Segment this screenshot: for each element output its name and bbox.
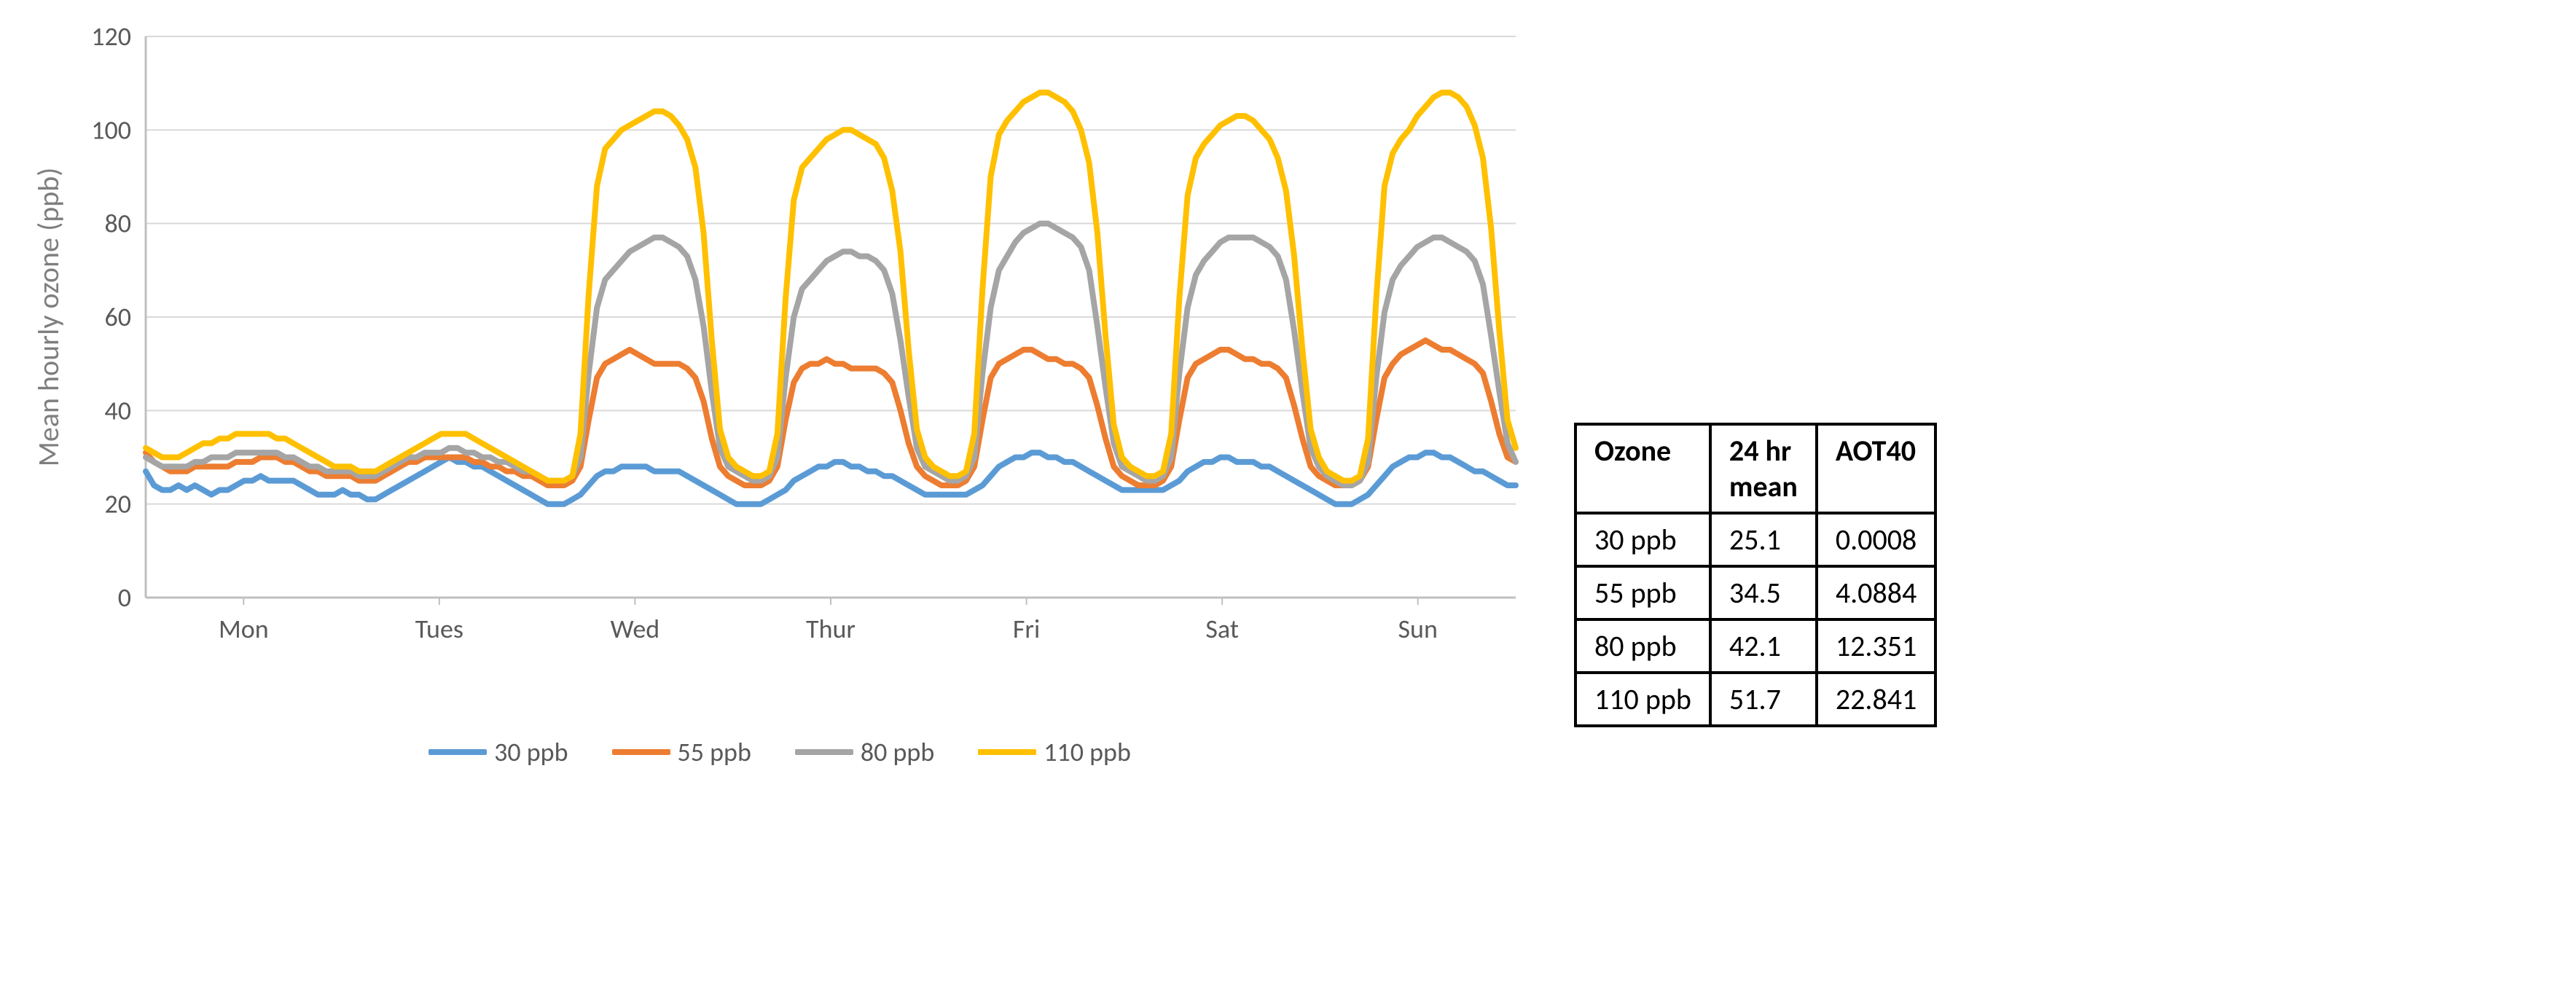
ozone-table: Ozone24 hrmeanAOT40 30 ppb25.10.000855 p… bbox=[1574, 423, 1937, 727]
legend-item: 110 ppb bbox=[978, 736, 1131, 768]
legend-swatch bbox=[978, 749, 1036, 755]
table-row: 30 ppb25.10.0008 bbox=[1575, 513, 1935, 566]
legend-item: 30 ppb bbox=[428, 736, 568, 768]
legend-swatch bbox=[612, 749, 670, 755]
svg-text:Thur: Thur bbox=[806, 613, 856, 645]
table-cell: 51.7 bbox=[1710, 673, 1817, 726]
svg-text:60: 60 bbox=[105, 301, 132, 333]
svg-text:Sat: Sat bbox=[1205, 613, 1239, 645]
svg-text:100: 100 bbox=[91, 114, 131, 146]
table-row: 80 ppb42.112.351 bbox=[1575, 619, 1935, 673]
table-cell: 80 ppb bbox=[1575, 619, 1710, 673]
legend-label: 55 ppb bbox=[678, 736, 751, 768]
table-cell: 34.5 bbox=[1710, 566, 1817, 619]
svg-text:Wed: Wed bbox=[611, 613, 660, 645]
svg-text:Fri: Fri bbox=[1013, 613, 1040, 645]
legend-label: 80 ppb bbox=[861, 736, 934, 768]
table-header-cell: 24 hrmean bbox=[1710, 424, 1817, 513]
svg-text:120: 120 bbox=[91, 20, 131, 52]
table-header-row: Ozone24 hrmeanAOT40 bbox=[1575, 424, 1935, 513]
ozone-chart: 0 20 40 60 80 100 120 Mon Tues Wed Thur Fri Sat Sun Me… bbox=[15, 15, 1545, 768]
table-cell: 110 ppb bbox=[1575, 673, 1710, 726]
chart-legend: 30 ppb 55 ppb 80 ppb 110 ppb bbox=[15, 736, 1545, 768]
svg-text:40: 40 bbox=[105, 394, 132, 426]
table-cell: 25.1 bbox=[1710, 513, 1817, 566]
svg-text:80: 80 bbox=[105, 208, 132, 240]
table-cell: 4.0884 bbox=[1817, 566, 1935, 619]
table-header-cell: Ozone bbox=[1575, 424, 1710, 513]
legend-label: 110 ppb bbox=[1044, 736, 1131, 768]
table-body: 30 ppb25.10.000855 ppb34.54.088480 ppb42… bbox=[1575, 513, 1935, 726]
table-cell: 30 ppb bbox=[1575, 513, 1710, 566]
svg-text:20: 20 bbox=[105, 488, 132, 520]
svg-text:0: 0 bbox=[118, 582, 131, 614]
table-cell: 12.351 bbox=[1817, 619, 1935, 673]
table-cell: 55 ppb bbox=[1575, 566, 1710, 619]
table-cell: 22.841 bbox=[1817, 673, 1935, 726]
svg-text:Tues: Tues bbox=[415, 613, 463, 645]
svg-text:Sun: Sun bbox=[1398, 613, 1438, 645]
table-row: 55 ppb34.54.0884 bbox=[1575, 566, 1935, 619]
chart-svg: 0 20 40 60 80 100 120 Mon Tues Wed Thur Fri Sat Sun Me… bbox=[15, 15, 1545, 714]
ozone-table-wrap: Ozone24 hrmeanAOT40 30 ppb25.10.000855 p… bbox=[1574, 423, 1937, 727]
table-header-cell: AOT40 bbox=[1817, 424, 1935, 513]
svg-text:Mean hourly ozone (ppb): Mean hourly ozone (ppb) bbox=[31, 168, 66, 467]
table-cell: 42.1 bbox=[1710, 619, 1817, 673]
legend-item: 55 ppb bbox=[612, 736, 751, 768]
legend-swatch bbox=[428, 749, 487, 755]
svg-text:Mon: Mon bbox=[219, 613, 269, 645]
table-cell: 0.0008 bbox=[1817, 513, 1935, 566]
legend-label: 30 ppb bbox=[494, 736, 568, 768]
table-row: 110 ppb51.722.841 bbox=[1575, 673, 1935, 726]
legend-item: 80 ppb bbox=[795, 736, 934, 768]
legend-swatch bbox=[795, 749, 853, 755]
